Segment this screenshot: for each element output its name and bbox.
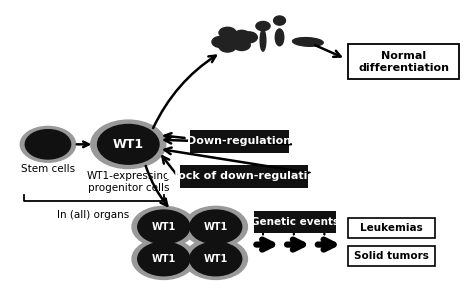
Circle shape bbox=[25, 130, 71, 159]
Circle shape bbox=[190, 242, 242, 276]
Text: WT1: WT1 bbox=[204, 222, 228, 232]
Text: Normal
differentiation: Normal differentiation bbox=[358, 51, 449, 73]
Circle shape bbox=[190, 210, 242, 244]
Circle shape bbox=[91, 120, 166, 169]
Text: In (all) organs: In (all) organs bbox=[57, 210, 129, 220]
Circle shape bbox=[212, 37, 229, 48]
Ellipse shape bbox=[275, 29, 284, 46]
Text: Stem cells: Stem cells bbox=[21, 164, 75, 174]
Circle shape bbox=[138, 210, 190, 244]
Circle shape bbox=[226, 35, 243, 46]
Text: Solid tumors: Solid tumors bbox=[355, 251, 429, 261]
FancyBboxPatch shape bbox=[190, 130, 289, 153]
Circle shape bbox=[132, 206, 195, 247]
Circle shape bbox=[132, 239, 195, 279]
Circle shape bbox=[233, 40, 250, 51]
Text: Leukemias: Leukemias bbox=[360, 223, 423, 233]
Ellipse shape bbox=[273, 16, 285, 25]
Ellipse shape bbox=[292, 37, 323, 46]
Circle shape bbox=[233, 30, 250, 41]
Circle shape bbox=[138, 242, 190, 276]
Text: WT1: WT1 bbox=[152, 254, 176, 264]
Circle shape bbox=[219, 27, 236, 38]
Circle shape bbox=[240, 32, 257, 43]
Circle shape bbox=[184, 206, 247, 247]
Text: WT1: WT1 bbox=[204, 254, 228, 264]
FancyBboxPatch shape bbox=[348, 219, 436, 238]
Text: Genetic events: Genetic events bbox=[251, 217, 339, 227]
FancyBboxPatch shape bbox=[348, 246, 436, 266]
Text: Block of down-regulation: Block of down-regulation bbox=[165, 171, 322, 181]
Circle shape bbox=[20, 126, 76, 162]
Ellipse shape bbox=[260, 30, 266, 51]
FancyBboxPatch shape bbox=[254, 211, 336, 233]
Circle shape bbox=[98, 124, 159, 164]
FancyBboxPatch shape bbox=[348, 44, 459, 80]
Text: WT1: WT1 bbox=[152, 222, 176, 232]
Text: WT1: WT1 bbox=[113, 138, 144, 151]
Circle shape bbox=[256, 21, 270, 31]
Text: WT1-expressing
progenitor cells: WT1-expressing progenitor cells bbox=[86, 171, 170, 193]
Circle shape bbox=[219, 41, 236, 52]
Text: Down-regulation: Down-regulation bbox=[187, 136, 292, 146]
Circle shape bbox=[184, 239, 247, 279]
FancyBboxPatch shape bbox=[180, 165, 308, 188]
